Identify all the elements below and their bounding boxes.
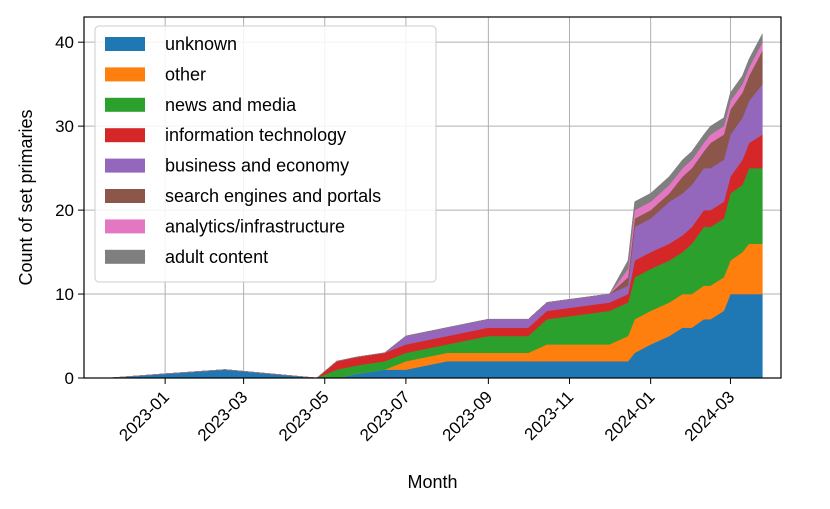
x-tick-label: 2024-01 <box>601 387 659 445</box>
legend-swatch <box>105 219 145 234</box>
area-adult-content <box>109 33 763 379</box>
legend-swatch <box>105 158 145 173</box>
legend-entry: other <box>165 64 206 84</box>
legend-entry: information technology <box>165 125 346 145</box>
legend-entry: analytics/infrastructure <box>165 216 345 236</box>
y-tick-label: 40 <box>55 33 74 52</box>
x-axis-ticks: 2023-01 2023-03 2023-05 2023-07 2023-09 2023-… <box>115 378 738 445</box>
legend-entry: news and media <box>165 95 297 115</box>
legend-swatch <box>105 67 145 82</box>
x-axis-label: Month <box>407 472 457 492</box>
x-tick-label: 2023-05 <box>275 387 333 445</box>
y-axis-label: Count of set primaries <box>16 109 36 285</box>
legend-swatch <box>105 37 145 51</box>
x-tick-label: 2024-03 <box>681 387 739 445</box>
legend-entry: adult content <box>165 247 268 267</box>
y-tick-label: 30 <box>55 117 74 136</box>
x-tick-label: 2023-11 <box>521 387 578 444</box>
x-tick-label: 2023-01 <box>115 387 173 445</box>
y-tick-label: 0 <box>65 369 74 388</box>
legend-swatch <box>105 128 145 143</box>
x-tick-label: 2023-09 <box>439 387 497 445</box>
legend: unknown other news and media information te… <box>94 25 437 283</box>
x-tick-label: 2023-07 <box>356 387 414 445</box>
plot-frame <box>83 16 782 379</box>
legend-swatch <box>105 189 145 203</box>
legend-swatch <box>105 249 145 264</box>
y-tick-label: 20 <box>55 201 74 220</box>
y-axis-ticks: 0 10 20 30 40 <box>55 33 84 388</box>
area-series <box>109 33 763 379</box>
y-tick-label: 10 <box>55 285 74 304</box>
legend-entry: unknown <box>165 34 237 54</box>
legend-entry: search engines and portals <box>165 186 381 206</box>
legend-entry: business and economy <box>165 156 349 176</box>
legend-box <box>94 25 437 283</box>
legend-swatch <box>105 97 145 112</box>
x-tick-label: 2023-03 <box>194 387 252 445</box>
